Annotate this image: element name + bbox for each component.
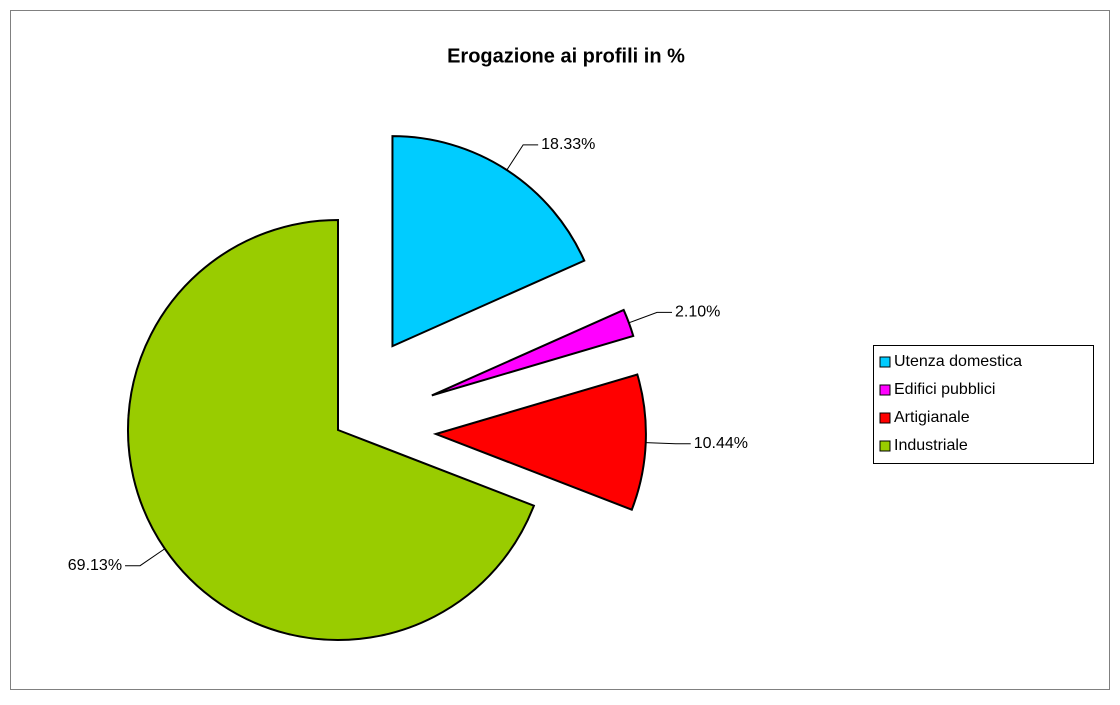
- leader-line: [506, 144, 539, 171]
- data-label: 2.10%: [675, 304, 720, 321]
- leader-line: [645, 442, 691, 445]
- data-label: 10.44%: [694, 435, 748, 452]
- pie-slice: [391, 135, 586, 348]
- legend-label: Industriale: [894, 437, 968, 454]
- legend-box: [873, 345, 1094, 464]
- leader-line: [125, 548, 166, 567]
- pie-slice: [127, 218, 536, 641]
- legend-label: Artigianale: [894, 409, 970, 426]
- legend-swatch: [879, 356, 891, 368]
- legend-label: Utenza domestica: [894, 353, 1022, 370]
- legend-label: Edifici pubblici: [894, 381, 995, 398]
- leader-line: [628, 311, 673, 324]
- data-label: 18.33%: [541, 136, 595, 153]
- legend-swatch: [879, 440, 891, 452]
- data-label: 69.13%: [68, 557, 122, 574]
- legend-swatch: [879, 384, 891, 396]
- chart-title: Erogazione ai profili in %: [447, 45, 685, 67]
- pie-slice: [432, 373, 647, 512]
- legend-swatch: [879, 412, 891, 424]
